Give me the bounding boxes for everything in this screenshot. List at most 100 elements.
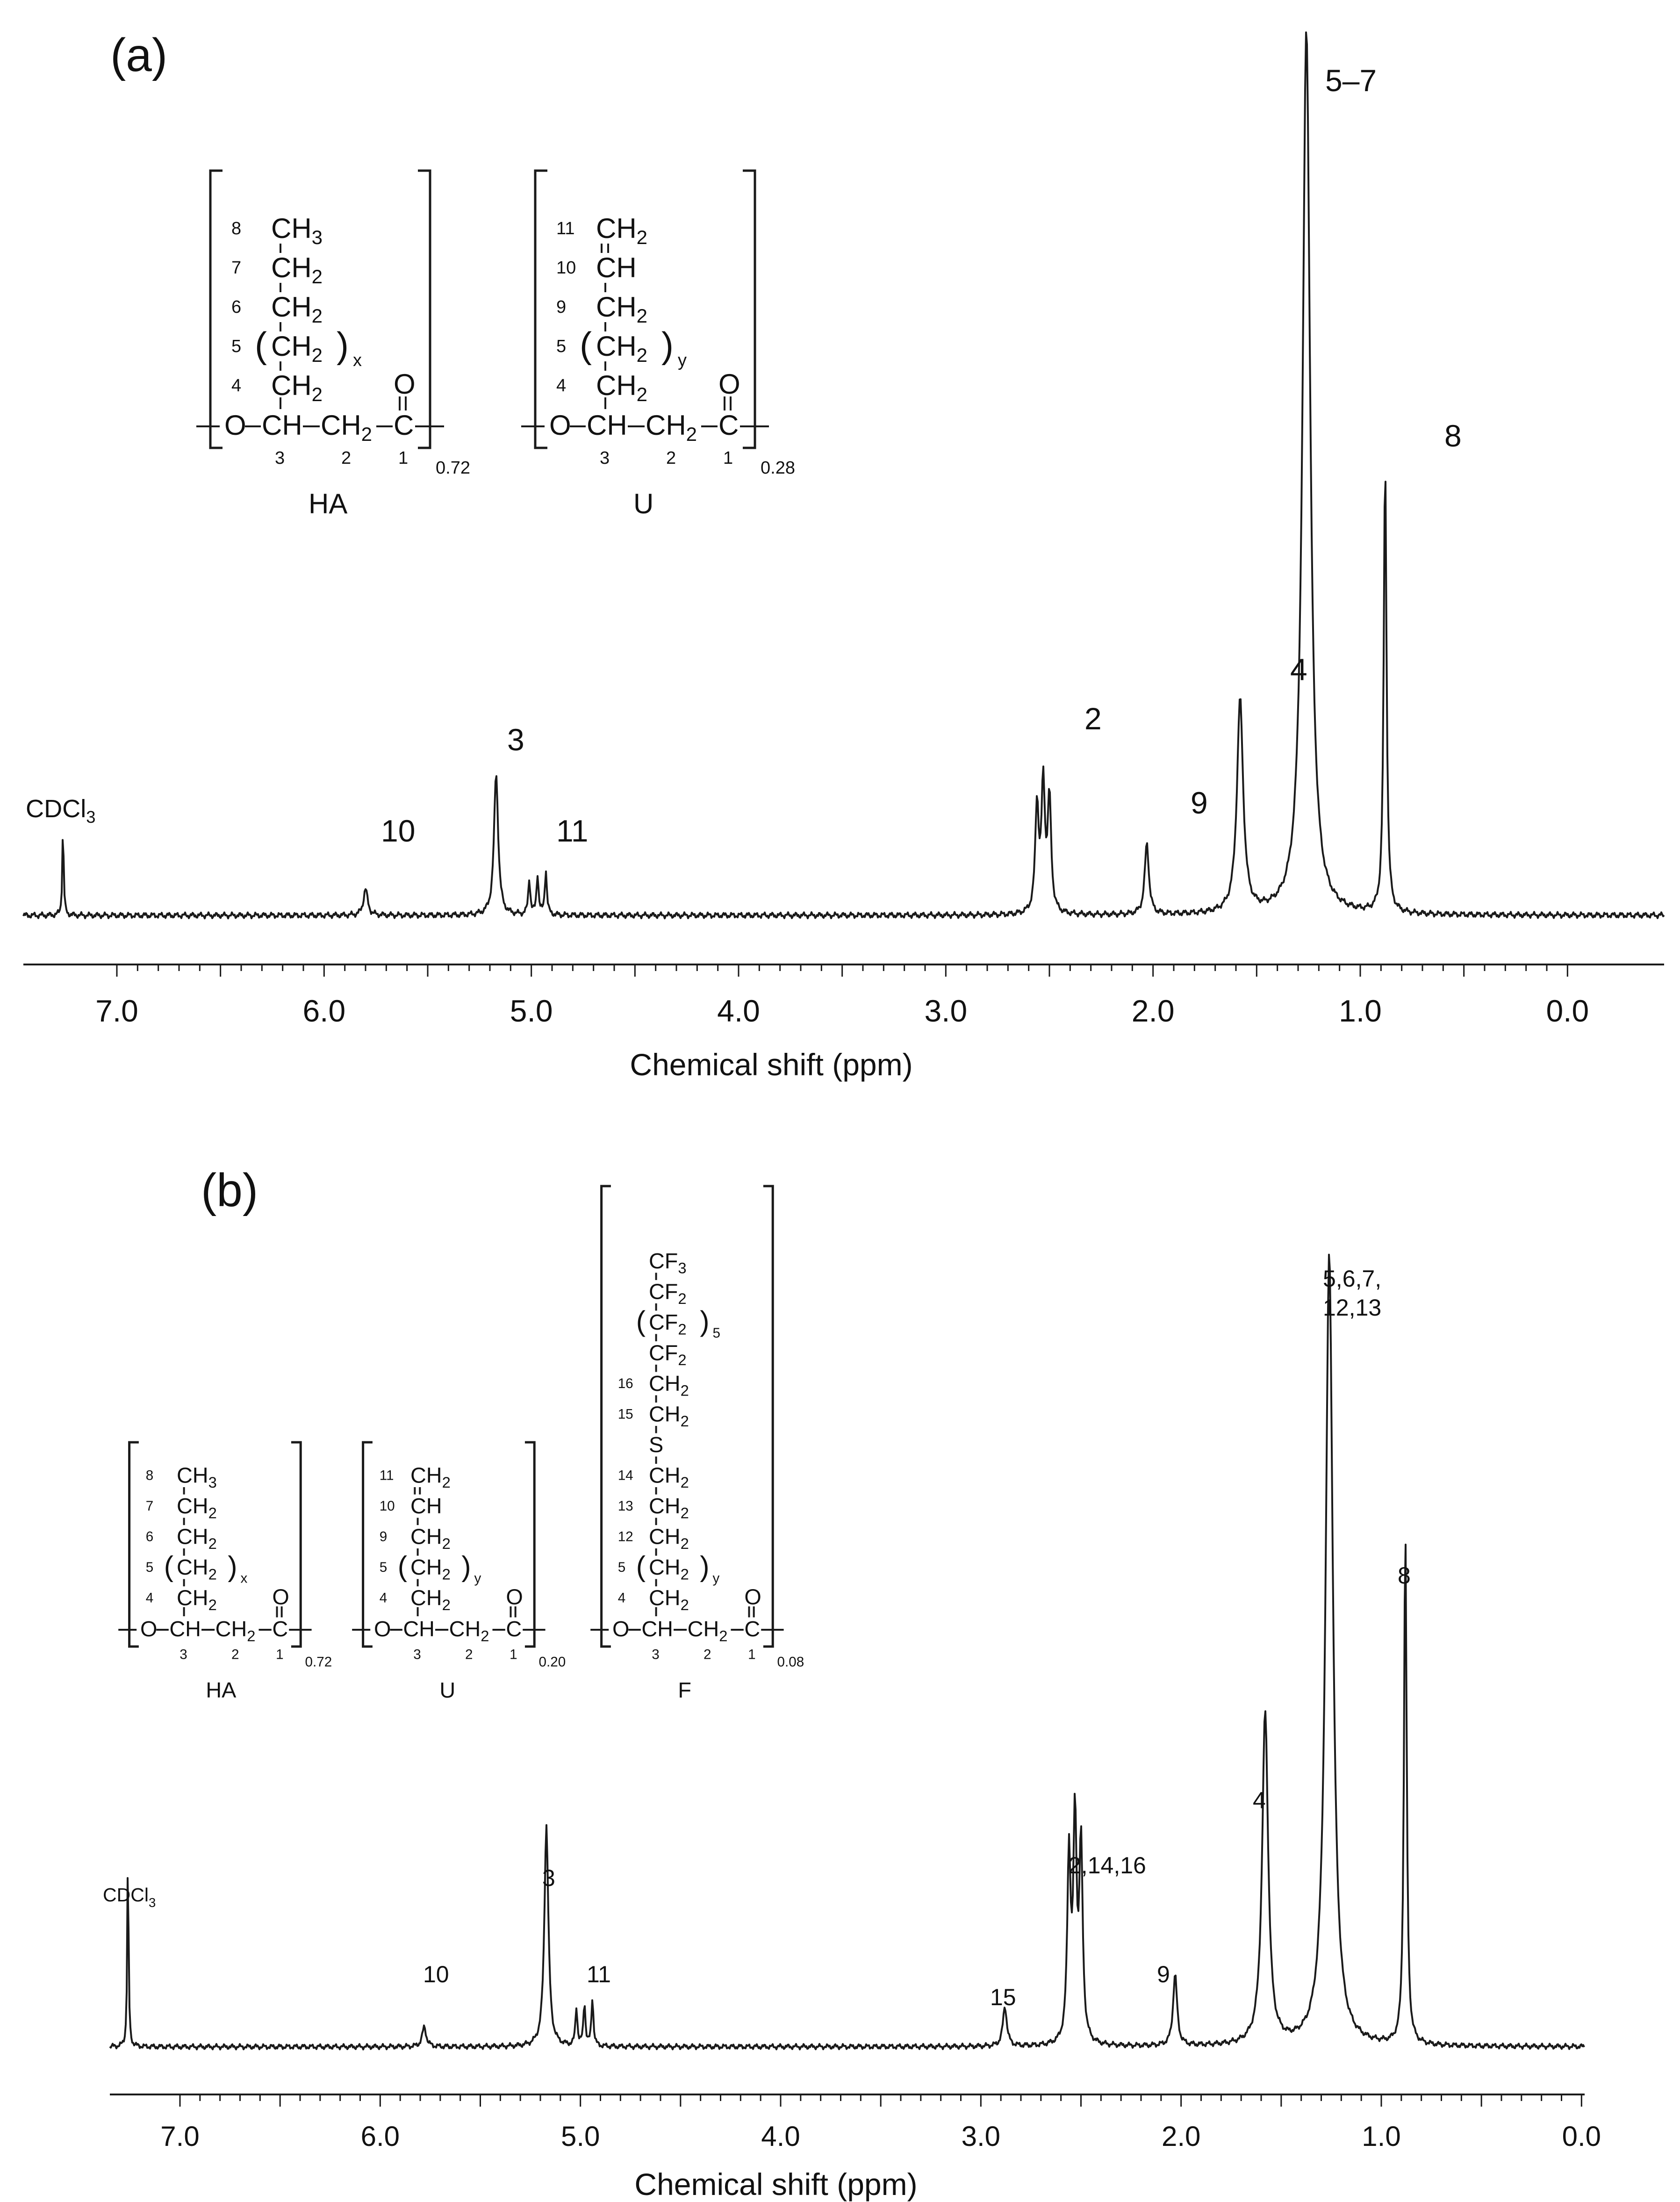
paren: ) xyxy=(661,324,674,366)
unit-name: U xyxy=(633,488,653,519)
atom-label: CH2 xyxy=(215,1617,256,1644)
atom-number: 4 xyxy=(618,1590,625,1605)
paren: ) xyxy=(700,1550,709,1582)
atom-label: CH2 xyxy=(646,410,697,445)
atom-label: C xyxy=(718,410,739,441)
x-tick-labels-b: 7.0 6.0 5.0 4.0 3.0 2.0 1.0 0.0 xyxy=(160,2121,1601,2152)
paren: ) xyxy=(461,1550,471,1582)
unit-fraction: 0.72 xyxy=(305,1655,332,1670)
atom-number: 8 xyxy=(231,219,241,238)
atom-number: 12 xyxy=(618,1529,633,1544)
x-tick-label: 0.0 xyxy=(1562,2121,1601,2152)
unit-name: F xyxy=(678,1678,691,1702)
atom-label: O xyxy=(374,1617,391,1641)
atom-number: 9 xyxy=(556,297,566,317)
atom-label: O xyxy=(394,368,416,400)
atom-label: CF2 xyxy=(649,1310,687,1338)
atom-number: 4 xyxy=(556,376,566,396)
atom-label: O xyxy=(140,1617,157,1641)
atom-label: CF2 xyxy=(649,1341,687,1368)
atom-label: CH2 xyxy=(177,1525,217,1552)
unit-fraction: 0.08 xyxy=(777,1655,804,1670)
paren: ( xyxy=(255,324,267,366)
peak-label: 8 xyxy=(1444,418,1462,453)
unit-name: U xyxy=(439,1678,455,1702)
repeat-subscript: y xyxy=(678,351,687,370)
atom-number: 3 xyxy=(413,1647,421,1662)
atom-label: CH xyxy=(587,410,627,441)
atom-label: O xyxy=(506,1584,523,1609)
atom-label: CH2 xyxy=(649,1494,689,1521)
atom-label: CH3 xyxy=(271,213,323,248)
atom-label: CH2 xyxy=(649,1555,689,1583)
atom-number: 4 xyxy=(380,1590,387,1605)
peak-label: 5–7 xyxy=(1325,63,1377,98)
atom-number: 2 xyxy=(666,448,676,468)
x-tick-label: 1.0 xyxy=(1362,2121,1400,2152)
atom-label: C xyxy=(506,1617,522,1641)
repeat-subscript: y xyxy=(713,1570,720,1586)
atom-label: CH2 xyxy=(649,1463,689,1491)
x-tick-label: 2.0 xyxy=(1132,993,1175,1028)
atom-label: O xyxy=(549,410,571,441)
atom-label: CH2 xyxy=(177,1586,217,1613)
x-tick-label: 6.0 xyxy=(302,993,345,1028)
atom-number: 3 xyxy=(652,1647,659,1662)
atom-label: CH2 xyxy=(410,1525,451,1552)
atom-number: 5 xyxy=(380,1560,387,1575)
atom-label: O xyxy=(224,410,246,441)
paren: ( xyxy=(580,324,592,366)
x-axis-title-b: Chemical shift (ppm) xyxy=(634,2167,917,2202)
atom-number: 3 xyxy=(600,448,610,468)
atom-number: 5 xyxy=(146,1560,153,1575)
atom-label: CH2 xyxy=(271,331,323,366)
bracket-right xyxy=(418,169,431,449)
paren: ( xyxy=(636,1550,646,1582)
atom-label: CH3 xyxy=(177,1463,217,1491)
atom-number: 13 xyxy=(618,1498,633,1514)
spectrum-a-line xyxy=(22,31,1665,920)
paren: ) xyxy=(337,324,349,366)
atom-label: CF3 xyxy=(649,1249,687,1276)
atom-label: CH2 xyxy=(410,1555,451,1583)
bracket-right xyxy=(763,1185,774,1648)
atom-label: CH2 xyxy=(649,1402,689,1430)
atom-number: 7 xyxy=(146,1498,153,1514)
peak-label: 11 xyxy=(587,1961,611,1987)
atom-number: 1 xyxy=(276,1647,283,1662)
atom-number: 6 xyxy=(146,1529,153,1544)
atom-number: 2 xyxy=(341,448,351,468)
atom-label: CH xyxy=(403,1617,435,1641)
atom-number: 11 xyxy=(380,1468,394,1483)
atom-number: 16 xyxy=(618,1376,633,1391)
atom-number: 10 xyxy=(380,1498,395,1514)
x-ticks-b xyxy=(179,2094,1582,2107)
peak-label: 4 xyxy=(1253,1787,1266,1813)
atom-label: CH2 xyxy=(649,1525,689,1552)
x-tick-label: 3.0 xyxy=(962,2121,1000,2152)
atom-label: CH2 xyxy=(271,291,323,327)
peak-label: 4 xyxy=(1290,652,1307,687)
atom-label: CH2 xyxy=(649,1586,689,1613)
atom-number: 5 xyxy=(231,337,241,356)
atom-label: CH2 xyxy=(410,1586,451,1613)
x-tick-label: 6.0 xyxy=(361,2121,400,2152)
atom-label: CH2 xyxy=(596,370,647,405)
paren: ) xyxy=(228,1550,237,1582)
atom-label: CH2 xyxy=(410,1463,451,1491)
repeat-subscript: x xyxy=(353,351,362,370)
paren: ( xyxy=(636,1305,646,1337)
paren: ( xyxy=(164,1550,173,1582)
atom-label: O xyxy=(612,1617,629,1641)
peak-label: 12,13 xyxy=(1323,1295,1381,1321)
unit-fraction: 0.20 xyxy=(539,1655,566,1670)
peak-label: 9 xyxy=(1157,1961,1170,1987)
atom-label: CH2 xyxy=(271,252,323,288)
atom-label: C xyxy=(394,410,414,441)
atom-label: S xyxy=(649,1432,663,1457)
atom-label: O xyxy=(744,1584,761,1609)
atom-label: CH2 xyxy=(688,1617,728,1644)
